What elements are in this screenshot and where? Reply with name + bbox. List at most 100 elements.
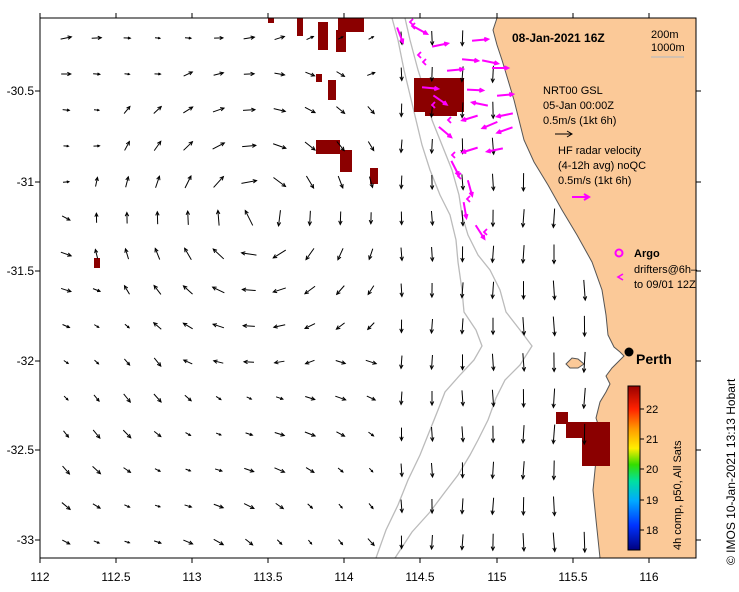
current-vector bbox=[272, 324, 286, 329]
current-vector bbox=[62, 465, 71, 475]
hf-vector bbox=[480, 120, 498, 130]
hf-vector bbox=[469, 100, 489, 107]
current-vector bbox=[212, 142, 226, 150]
current-vector bbox=[124, 211, 130, 224]
current-vector bbox=[520, 461, 526, 480]
current-vector bbox=[212, 248, 225, 260]
current-vector bbox=[304, 106, 317, 114]
current-vector bbox=[124, 72, 131, 76]
current-vector bbox=[63, 395, 69, 401]
current-vector bbox=[429, 390, 435, 407]
current-vector bbox=[582, 423, 587, 446]
y-tick-label: -32.5 bbox=[7, 443, 35, 457]
current-vector bbox=[460, 390, 465, 407]
current-vector bbox=[272, 143, 287, 150]
current-vector bbox=[60, 35, 73, 40]
current-vector bbox=[183, 539, 194, 545]
current-vector bbox=[552, 316, 557, 337]
x-tick-label: 114 bbox=[334, 570, 353, 584]
current-vector bbox=[366, 395, 377, 401]
current-vector bbox=[430, 246, 435, 263]
hf-vector bbox=[495, 126, 513, 135]
current-vector bbox=[581, 387, 587, 410]
hf-vector bbox=[438, 126, 453, 139]
current-vector bbox=[213, 503, 225, 509]
hf-vector bbox=[446, 66, 466, 73]
current-vector bbox=[93, 144, 101, 148]
current-vector bbox=[490, 461, 495, 480]
current-vector bbox=[368, 248, 374, 261]
current-vector bbox=[335, 395, 347, 401]
contour-label-200m: 200m bbox=[651, 29, 679, 41]
current-vector bbox=[185, 468, 192, 472]
current-vector bbox=[61, 71, 72, 77]
current-vector bbox=[368, 431, 375, 437]
current-vector bbox=[399, 211, 404, 226]
hf-vector bbox=[481, 59, 501, 66]
current-vector bbox=[551, 460, 557, 481]
current-vector bbox=[367, 71, 376, 76]
current-vector bbox=[123, 284, 130, 295]
current-vector bbox=[399, 247, 404, 262]
current-vector bbox=[155, 175, 161, 188]
credit-label: © IMOS 10-Jan-2021 13:13 Hobart bbox=[724, 378, 738, 565]
current-vector bbox=[93, 72, 102, 76]
current-vector bbox=[153, 105, 163, 114]
current-vector bbox=[491, 137, 496, 156]
hf-vector bbox=[462, 201, 469, 221]
current-vector bbox=[551, 388, 556, 409]
current-vector bbox=[335, 360, 347, 365]
current-vector bbox=[215, 209, 221, 226]
perth-marker bbox=[624, 347, 634, 357]
current-vector bbox=[155, 210, 160, 225]
current-vector bbox=[305, 175, 315, 189]
current-vector bbox=[365, 359, 378, 365]
current-vector bbox=[154, 504, 162, 508]
current-vector bbox=[399, 175, 404, 190]
current-vector bbox=[581, 351, 587, 374]
current-vector bbox=[490, 209, 496, 228]
current-vector bbox=[399, 463, 404, 478]
current-vector bbox=[63, 430, 70, 439]
current-vector bbox=[305, 467, 315, 474]
current-vector bbox=[336, 106, 346, 115]
current-vector bbox=[336, 431, 346, 437]
current-vector bbox=[244, 467, 255, 473]
current-vector bbox=[399, 391, 404, 406]
x-tick-label: 115 bbox=[487, 570, 506, 584]
current-vector bbox=[245, 432, 254, 436]
current-vector bbox=[308, 539, 313, 545]
drifter-marker-icon bbox=[616, 273, 624, 281]
current-vector bbox=[460, 210, 465, 227]
current-vector bbox=[368, 467, 374, 473]
y-tick-label: -31.5 bbox=[7, 264, 35, 278]
current-vector bbox=[63, 360, 70, 365]
current-vector bbox=[62, 180, 71, 184]
current-vector bbox=[460, 462, 465, 479]
current-vector bbox=[246, 396, 253, 400]
current-vector bbox=[368, 36, 375, 40]
current-vector bbox=[274, 432, 286, 437]
current-vector bbox=[367, 538, 375, 547]
current-vector bbox=[152, 321, 162, 330]
current-vector bbox=[490, 497, 495, 516]
drifter-point bbox=[421, 58, 427, 66]
current-vector bbox=[335, 285, 345, 296]
current-vector bbox=[307, 503, 314, 509]
current-vector bbox=[274, 467, 286, 473]
current-vector bbox=[338, 539, 344, 546]
current-vector bbox=[582, 531, 587, 554]
contour-1000m bbox=[375, 18, 483, 558]
current-vector bbox=[213, 538, 225, 546]
current-vector bbox=[337, 248, 344, 261]
current-vector bbox=[460, 498, 465, 515]
current-vector bbox=[337, 175, 344, 189]
current-vector bbox=[337, 467, 344, 473]
hf-radar-avg-label: (4-12h avg) noQC bbox=[558, 160, 646, 172]
current-vector bbox=[185, 209, 191, 225]
current-vector bbox=[184, 36, 193, 40]
colorbar-tick-label: 21 bbox=[646, 434, 658, 446]
current-vector bbox=[490, 425, 496, 444]
current-vector bbox=[124, 540, 131, 544]
current-vector bbox=[399, 283, 404, 298]
